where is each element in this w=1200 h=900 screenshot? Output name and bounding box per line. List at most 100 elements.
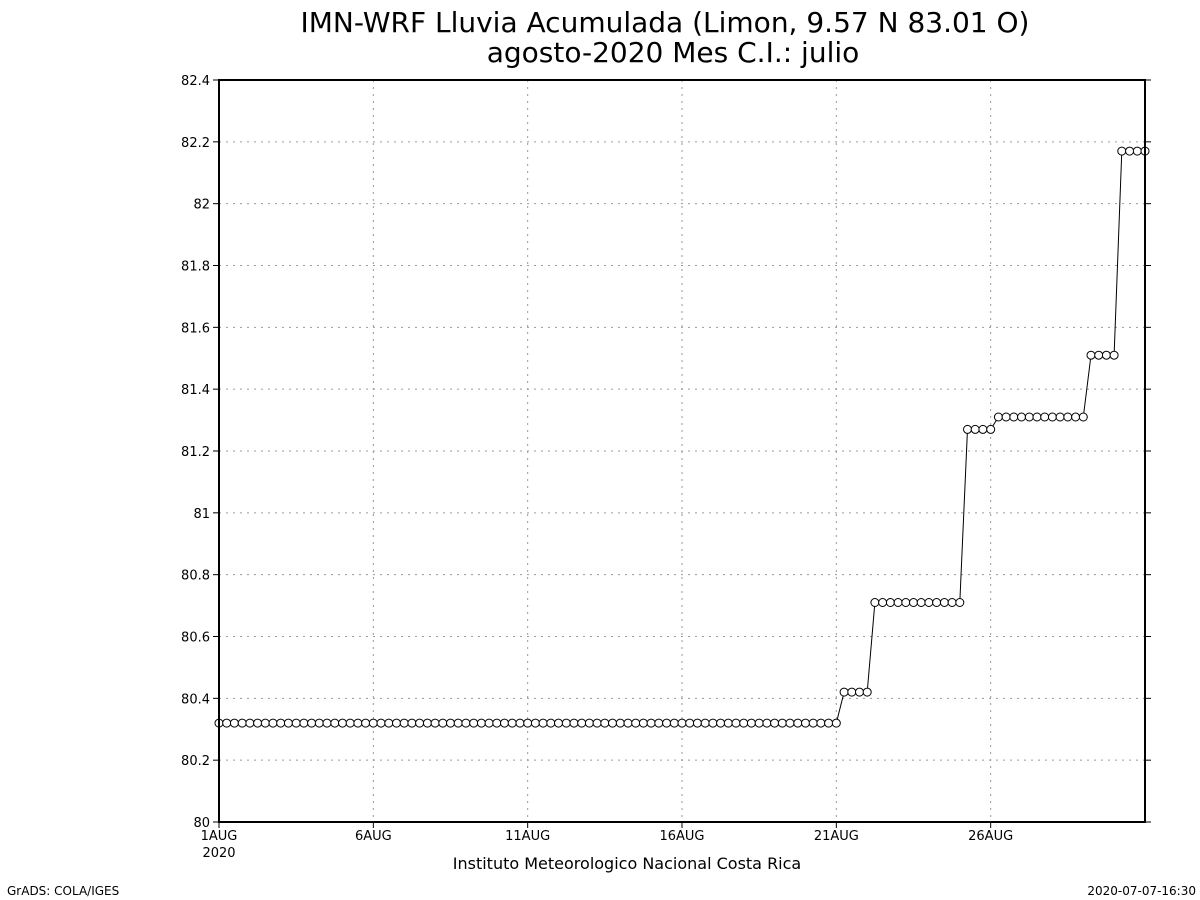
data-point bbox=[554, 718, 563, 728]
data-point bbox=[847, 687, 857, 697]
data-point bbox=[229, 718, 239, 728]
data-point bbox=[283, 718, 293, 728]
data-point bbox=[384, 718, 394, 728]
x-axis-label: Instituto Meteorologico Nacional Costa R… bbox=[453, 854, 801, 873]
data-point bbox=[577, 718, 587, 728]
data-point bbox=[723, 718, 733, 728]
data-point bbox=[955, 598, 965, 607]
data-point bbox=[963, 424, 972, 434]
data-point bbox=[1017, 412, 1026, 422]
data-point bbox=[222, 718, 232, 728]
grid-lines bbox=[219, 80, 1145, 822]
data-point bbox=[569, 718, 579, 728]
x-axis-ticks: 1AUG 2020 6AUG 11AUG 16AUG 21AUG 26AUG bbox=[201, 822, 1013, 861]
x-tick-label: 1AUG bbox=[201, 829, 238, 844]
data-point bbox=[268, 718, 278, 728]
data-point bbox=[623, 718, 633, 728]
data-point bbox=[415, 718, 425, 728]
footer-software: GrADS: COLA/IGES bbox=[7, 884, 119, 898]
data-point bbox=[793, 718, 803, 728]
data-point bbox=[461, 718, 471, 728]
data-point bbox=[1032, 412, 1042, 422]
data-point bbox=[708, 718, 718, 728]
data-point bbox=[1009, 412, 1019, 422]
data-point bbox=[1024, 412, 1034, 422]
data-point bbox=[816, 718, 826, 728]
y-tick-label: 82.4 bbox=[181, 74, 210, 89]
y-tick-label: 81.6 bbox=[181, 321, 210, 336]
data-point bbox=[430, 718, 440, 728]
y-tick-label: 80.2 bbox=[181, 754, 210, 769]
data-point bbox=[770, 718, 780, 728]
y-tick-label: 82 bbox=[193, 198, 210, 213]
data-point bbox=[631, 718, 641, 728]
data-point bbox=[762, 718, 772, 728]
data-point bbox=[785, 718, 795, 728]
data-point bbox=[1071, 412, 1081, 422]
data-point bbox=[932, 598, 942, 607]
data-point bbox=[392, 718, 401, 728]
data-point bbox=[237, 718, 247, 728]
data-point bbox=[862, 687, 872, 697]
data-point bbox=[345, 718, 355, 728]
data-point bbox=[692, 718, 702, 728]
y-tick-label: 80.4 bbox=[181, 692, 210, 707]
data-point bbox=[299, 718, 309, 728]
data-point bbox=[893, 598, 903, 607]
data-point bbox=[600, 718, 610, 728]
data-point bbox=[584, 718, 594, 728]
data-point bbox=[1101, 350, 1111, 360]
data-point bbox=[1086, 350, 1096, 360]
data-point bbox=[484, 718, 494, 728]
data-point bbox=[777, 718, 787, 728]
x-tick-sublabel: 2020 bbox=[202, 846, 235, 861]
plot-frame bbox=[218, 79, 1146, 823]
data-point bbox=[662, 718, 672, 728]
data-point bbox=[669, 718, 679, 728]
data-point bbox=[276, 718, 286, 728]
data-point bbox=[746, 718, 756, 728]
data-point bbox=[754, 718, 764, 728]
data-point bbox=[1040, 412, 1050, 422]
data-point bbox=[878, 598, 888, 607]
data-point bbox=[855, 687, 864, 697]
data-point bbox=[1117, 146, 1127, 156]
data-point bbox=[1132, 146, 1142, 156]
data-point bbox=[839, 687, 849, 697]
data-point bbox=[307, 718, 317, 728]
data-point bbox=[924, 598, 934, 607]
data-point bbox=[824, 718, 834, 728]
data-point bbox=[978, 424, 988, 434]
x-tick-label: 16AUG bbox=[659, 829, 704, 844]
data-point bbox=[546, 718, 556, 728]
data-point bbox=[492, 718, 502, 728]
x-tick-label: 21AUG bbox=[814, 829, 859, 844]
data-point bbox=[376, 718, 386, 728]
chart-subtitle: agosto-2020 Mes C.I.: julio bbox=[487, 36, 860, 69]
data-point bbox=[993, 412, 1003, 422]
data-point bbox=[245, 718, 255, 728]
data-point bbox=[939, 598, 949, 607]
data-point bbox=[654, 718, 664, 728]
data-point bbox=[1055, 412, 1065, 422]
data-point bbox=[1063, 412, 1073, 422]
data-point bbox=[947, 598, 957, 607]
data-point bbox=[500, 718, 509, 728]
data-point bbox=[916, 598, 926, 607]
x-tick-label: 11AUG bbox=[505, 829, 550, 844]
data-point bbox=[523, 718, 533, 728]
data-point bbox=[677, 718, 687, 728]
data-point bbox=[615, 718, 625, 728]
y-tick-label: 80 bbox=[193, 816, 210, 831]
y-tick-label: 81.8 bbox=[181, 260, 210, 275]
x-tick-label: 6AUG bbox=[355, 829, 392, 844]
data-point bbox=[453, 718, 463, 728]
data-point bbox=[322, 718, 332, 728]
y-tick-label: 81.2 bbox=[181, 445, 210, 460]
data-point bbox=[592, 718, 602, 728]
data-point bbox=[1109, 350, 1119, 360]
y-tick-label: 80.8 bbox=[181, 569, 210, 584]
data-point bbox=[399, 718, 409, 728]
data-point bbox=[885, 598, 895, 607]
data-point bbox=[685, 718, 695, 728]
